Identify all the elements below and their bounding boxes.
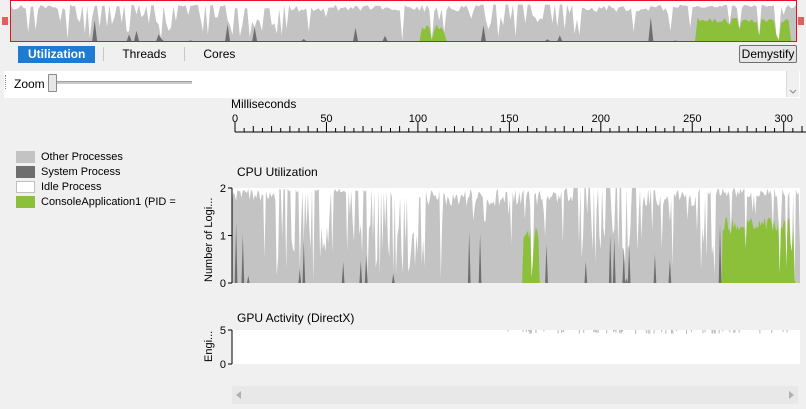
- legend-swatch: [16, 180, 35, 193]
- zoom-slider-thumb[interactable]: [48, 74, 57, 92]
- cpu-chart-title: CPU Utilization: [237, 165, 318, 179]
- legend-swatch: [16, 150, 35, 163]
- ruler-tick-label: 50: [320, 113, 332, 125]
- tab-threads[interactable]: Threads: [122, 46, 167, 61]
- cpu-utilization-chart: 2 1 0: [188, 180, 800, 290]
- legend-item-app: ConsoleApplication1 (PID =: [16, 195, 176, 208]
- demystify-button[interactable]: Demystify: [739, 45, 797, 63]
- gpu-y-tick-label: 0: [220, 359, 226, 370]
- ruler-tick-label: 200: [592, 113, 610, 125]
- legend-label: Idle Process: [41, 180, 102, 193]
- toolbar-overflow-button[interactable]: [786, 71, 799, 97]
- selection-left-handle[interactable]: [2, 17, 8, 25]
- selection-right-handle[interactable]: [798, 17, 804, 25]
- overview-graph: [11, 1, 796, 41]
- cpu-y-tick-label: 2: [220, 183, 226, 195]
- gpu-chart-title: GPU Activity (DirectX): [237, 311, 355, 325]
- toolbar-grip-icon: [5, 75, 9, 89]
- view-tabs: Utilization Threads Cores: [18, 45, 245, 63]
- tab-utilization[interactable]: Utilization: [18, 45, 96, 63]
- ruler-tick-label: 250: [683, 113, 701, 125]
- zoom-toolbar: [4, 71, 800, 98]
- ruler-tick-label: 100: [409, 113, 427, 125]
- legend-item-other: Other Processes: [16, 150, 123, 163]
- legend-item-idle: Idle Process: [16, 180, 102, 193]
- triangle-right-icon[interactable]: [789, 391, 795, 399]
- tab-separator: [184, 47, 186, 61]
- horizontal-scrollbar[interactable]: [232, 386, 798, 404]
- ruler-title: Milliseconds: [231, 97, 297, 111]
- ruler-tick-label: 0: [232, 113, 238, 125]
- gpu-y-tick-label: 5: [220, 326, 226, 337]
- time-ruler: 0 50 100 150 200 250 300: [230, 112, 806, 142]
- legend-swatch: [16, 165, 35, 178]
- other-processes-area: [232, 188, 800, 283]
- chevron-down-icon: [789, 89, 797, 94]
- app-process-area: [11, 17, 796, 41]
- triangle-left-icon[interactable]: [236, 391, 242, 399]
- legend-label: Other Processes: [41, 150, 123, 163]
- tab-cores[interactable]: Cores: [203, 46, 236, 61]
- ruler-tick-label: 300: [775, 113, 793, 125]
- app-process-area: [232, 216, 800, 283]
- zoom-slider-track[interactable]: [48, 81, 192, 84]
- legend-item-system: System Process: [16, 165, 120, 178]
- cpu-y-tick-label: 1: [220, 231, 226, 243]
- legend-label: ConsoleApplication1 (PID =: [41, 195, 176, 208]
- overview-strip[interactable]: [10, 0, 797, 42]
- zoom-label: Zoom: [14, 77, 45, 91]
- legend-label: System Process: [41, 165, 121, 178]
- tab-separator: [103, 47, 105, 61]
- ruler-tick-label: 150: [500, 113, 518, 125]
- cpu-y-tick-label: 0: [220, 278, 226, 290]
- legend-swatch: [16, 195, 35, 208]
- other-processes-area: [11, 4, 796, 41]
